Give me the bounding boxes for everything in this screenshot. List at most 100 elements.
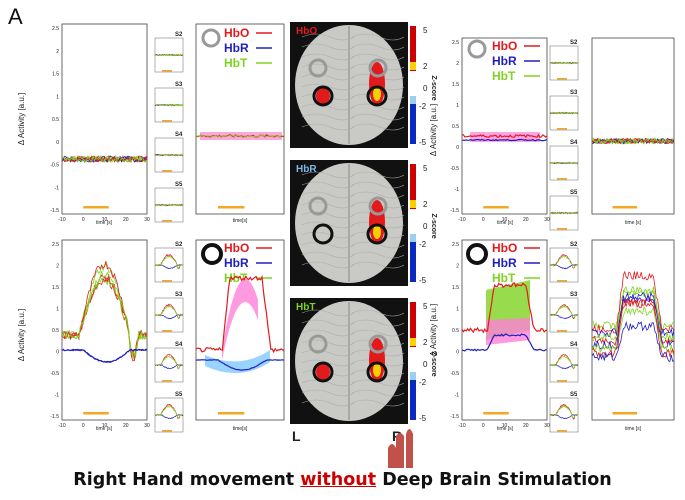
- left-top-group-axes-xtick: 0: [82, 217, 85, 223]
- colorbar-neg-HbO: [410, 104, 416, 144]
- right-bottom-avg-axes-ytick: -1.5: [450, 414, 459, 420]
- brain-sulcus-HbT: [301, 369, 355, 377]
- left-top-subjects-mini-hbt: [154, 103, 184, 107]
- left-top-avg-axes: [195, 23, 285, 215]
- right-top-group-axes-stim-bar: [612, 206, 638, 209]
- right-bottom-subjects-mini-hbt: [549, 255, 579, 269]
- left-top-subjects-mini-stim: [162, 220, 172, 222]
- right-bottom-subjects-mini-hbt: [549, 355, 579, 369]
- right-bottom-subjects-mini-hbr: [549, 264, 578, 270]
- left-bottom-group-axes-ytick: 1.5: [52, 285, 59, 291]
- right-top-subjects-subject-label: S5: [570, 190, 578, 196]
- brain-sulcus-HbO: [301, 103, 355, 111]
- left-top-xlabel: time [s]: [96, 220, 113, 226]
- left-top-subjects-subject-label: S5: [175, 182, 183, 188]
- caption-highlight: without: [300, 470, 377, 490]
- left-bottom-group-axes-ytick: 1: [56, 307, 59, 313]
- left-top-ylabel: Δ Activity [a.u.]: [17, 93, 26, 145]
- hand-open-icon: [406, 429, 413, 468]
- left-bottom-subject-trace: [61, 277, 148, 359]
- brain-sulcus-HbR: [351, 241, 405, 249]
- right-bottom-subject-trace: [591, 270, 675, 334]
- right-top-avg-axes-ytick: 2: [456, 61, 459, 67]
- left-bottom-avg-axes: [195, 239, 285, 421]
- right-bottom-subjects-mini-hbt: [549, 405, 579, 419]
- figure-caption: Right Hand movement without Deep Brain S…: [0, 470, 685, 490]
- right-top-avg-axes-ytick: -1: [455, 187, 460, 193]
- right-bottom-legend-hbr-label: HbR: [492, 256, 517, 270]
- right-bottom-avg-axes-xtick: 0: [482, 423, 485, 429]
- left-top-subjects-mini-hbt: [155, 203, 184, 207]
- right-bottom-avg-axes-ytick: -1: [455, 393, 460, 399]
- right-top-avg-axes: [461, 37, 548, 215]
- right-bottom-subject-trace: [591, 291, 675, 351]
- brain-sulcus-HbO: [301, 33, 355, 41]
- right-bottom-avg-hbo: [461, 282, 548, 334]
- left-bottom-subject-trace: [61, 275, 148, 355]
- right-bottom-legend-hbt-label: HbT: [492, 271, 516, 285]
- brain-sulcus-HbT: [351, 319, 405, 327]
- left-top-avg-hbt: [195, 134, 285, 138]
- right-top-subjects-mini-hbt: [549, 111, 579, 115]
- colorbar-tick-HbO: 0: [423, 84, 428, 93]
- right-top-avg-axes-ytick: 1: [456, 103, 459, 109]
- brain-sulcus-HbR: [301, 181, 355, 189]
- brain-sulcus-HbT: [351, 379, 405, 387]
- colorbar-yellow-HbR: [410, 200, 416, 208]
- colorbar-label-HbT: Z-score: [430, 351, 437, 376]
- right-top-avg-axes-xtick: 30: [544, 217, 550, 223]
- right-bottom-ylabel: Δ Activity [a.u.]: [429, 304, 438, 356]
- brain-roi-black-right-HbR: [366, 223, 388, 245]
- brain-sulcus-HbT: [301, 359, 355, 367]
- colorbar-tick-HbO: 5: [423, 26, 428, 35]
- right-bottom-subject-trace: [591, 306, 675, 354]
- left-top-roi-ring: [201, 28, 221, 48]
- brain-sulcus-HbO: [301, 53, 355, 61]
- colorbar-tick-HbR: -5: [419, 276, 427, 285]
- brain-sulcus-HbR: [301, 241, 355, 249]
- right-bottom-avg-axes-ytick: 2: [456, 264, 459, 270]
- colorbar-yellow-HbT: [410, 338, 416, 346]
- right-bottom-avg-axes-ytick: 0: [456, 350, 459, 356]
- left-top-group-axes-ytick: 1: [56, 94, 59, 100]
- brain-panel-label-HbO: HbO: [296, 26, 317, 37]
- right-top-avg-axes-xtick: 0: [482, 217, 485, 223]
- colorbar-label-HbO: Z-score: [430, 75, 437, 100]
- right-top-legend-hbr-label: HbR: [492, 54, 517, 68]
- left-bottom-subjects-mini-stim: [162, 430, 172, 432]
- brain-sulcus-HbO: [301, 93, 355, 101]
- right-bottom-subject-trace: [591, 285, 675, 330]
- left-top-legend-hbo-label: HbO: [224, 26, 249, 40]
- brain-sulcus-HbR: [351, 251, 405, 259]
- brain-sulcus-HbR: [301, 251, 355, 259]
- brain-sulcus-HbT: [301, 319, 355, 327]
- right-top-avg-axes-xtick: -10: [458, 217, 465, 223]
- right-top-group-axes: [591, 37, 675, 215]
- brain-sulcus-HbO: [351, 113, 405, 121]
- right-top-group-xlabel: time [s]: [625, 220, 642, 226]
- brain-sulcus-HbO: [351, 43, 405, 51]
- colorbar-tick-HbT: -2: [419, 378, 427, 387]
- left-top-subjects-subject-label: S4: [175, 132, 183, 138]
- right-bottom-avg-axes-ytick: -0.5: [450, 371, 459, 377]
- left-bottom-group-axes-xtick: -10: [58, 423, 65, 429]
- right-top-ci-band: [470, 132, 540, 142]
- brain-sulcus-HbT: [301, 349, 355, 357]
- left-bottom-group-axes-ytick: 2.5: [52, 242, 59, 248]
- left-bottom-subjects-subject-label: S5: [175, 392, 183, 398]
- colorbar-tick-HbT: 0: [423, 360, 428, 369]
- right-top-avg-axes-xtick: 10: [502, 217, 508, 223]
- right-top-avg-axes-ytick: -0.5: [450, 166, 459, 172]
- colorbar-tick-HbR: 2: [423, 200, 428, 209]
- left-top-subjects-mini-hbt: [154, 153, 184, 157]
- brain-sulcus-HbT: [351, 329, 405, 337]
- colorbar-tick-HbO: 2: [423, 62, 428, 71]
- right-top-avg-axes-ytick: -1.5: [450, 208, 459, 214]
- brain-roi-gray-left-HbR: [308, 196, 328, 216]
- right-bottom-subjects-mini-hbt: [549, 305, 579, 319]
- brain-sulcus-HbR: [301, 261, 355, 269]
- left-top-group-axes-xtick: 10: [102, 217, 108, 223]
- left-top-group-axes-xtick: 30: [144, 217, 150, 223]
- brain-sulcus-HbT: [301, 389, 355, 397]
- right-top-avg-hbo: [461, 133, 548, 139]
